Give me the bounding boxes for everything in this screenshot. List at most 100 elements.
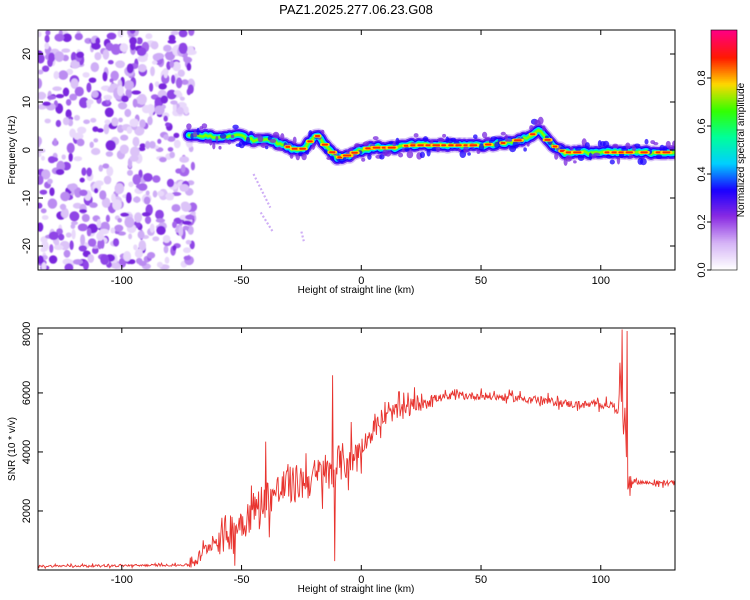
noise-blob (91, 90, 99, 98)
ridge-speckle (224, 138, 228, 143)
x-tick-label: 0 (358, 574, 364, 586)
noise-blob (38, 91, 47, 100)
colorbar-swatch (711, 252, 737, 255)
colorbar-swatch (711, 84, 737, 87)
noise-blob (38, 69, 44, 75)
noise-blob (38, 175, 44, 185)
noise-blob (110, 70, 119, 81)
colorbar-swatch (711, 150, 737, 153)
colorbar-swatch (711, 238, 737, 241)
colorbar-swatch (711, 242, 737, 245)
colorbar-swatch (711, 184, 737, 187)
colorbar-swatch (711, 116, 737, 119)
ridge-speckle (367, 154, 372, 160)
noise-blob (38, 31, 42, 38)
colorbar-swatch (711, 42, 737, 45)
noise-blob (65, 99, 72, 106)
colorbar-swatch (711, 226, 737, 229)
noise-blob (105, 140, 116, 151)
noise-blob (129, 118, 139, 127)
colorbar-swatch (711, 134, 737, 137)
colorbar-swatch (711, 36, 737, 39)
noise-blob (143, 173, 153, 182)
ridge-speckle (606, 155, 612, 159)
ridge-speckle (473, 134, 478, 139)
noise-blob (88, 77, 97, 83)
noise-blob (45, 30, 51, 36)
noise-blob (118, 257, 127, 268)
noise-blob (131, 90, 141, 95)
noise-blob (65, 109, 72, 119)
noise-blob (135, 184, 145, 189)
noise-blob (70, 223, 76, 229)
noise-blob (154, 105, 165, 115)
colorbar-swatch (711, 240, 737, 243)
noise-blob (178, 225, 184, 237)
y-tick-label: 20 (21, 48, 33, 60)
ridge-speckle (196, 127, 200, 136)
colorbar-swatch (711, 136, 737, 139)
noise-blob (74, 114, 80, 121)
noise-blob (72, 259, 84, 265)
noise-blob (138, 260, 147, 267)
noise-blob (186, 62, 192, 71)
colorbar-swatch (711, 106, 737, 109)
ridge-speckle (512, 140, 519, 149)
ridge-speckle (265, 145, 269, 150)
noise-blob (102, 49, 110, 60)
ridge-speckle (186, 123, 192, 130)
noise-blob (44, 118, 51, 124)
ridge-speckle (506, 138, 513, 142)
y-tick-label: 8000 (21, 322, 33, 346)
colorbar-swatch (711, 140, 737, 143)
ridge-speckle (361, 157, 366, 162)
ridge-speckle (392, 142, 397, 147)
colorbar-swatch (711, 146, 737, 149)
colorbar-swatch (711, 56, 737, 59)
noise-blob (94, 180, 104, 186)
noise-blob (73, 132, 84, 141)
noise-blob (163, 69, 168, 79)
noise-blob (179, 156, 190, 163)
ridge-speckle (467, 152, 471, 156)
noise-blob (111, 117, 119, 127)
noise-blob (110, 43, 121, 55)
noise-blob (41, 262, 47, 270)
y-tick-label: -10 (21, 190, 33, 206)
ridge-speckle (616, 156, 621, 165)
ridge-speckle (324, 149, 328, 155)
noise-blob (144, 216, 152, 225)
noise-blob (48, 255, 58, 264)
x-tick-label: 50 (475, 275, 487, 287)
colorbar-swatch (711, 128, 737, 131)
noise-blob (69, 240, 74, 250)
noise-blob (55, 119, 62, 128)
colorbar-swatch (711, 46, 737, 49)
ridge-speckle (419, 151, 425, 158)
noise-blob (145, 140, 151, 150)
noise-blob (117, 85, 124, 97)
ridge-speckle (227, 140, 231, 145)
noise-blob (139, 143, 146, 149)
colorbar-swatch (711, 66, 737, 69)
noise-blob (152, 53, 161, 61)
colorbar-swatch (711, 194, 737, 197)
colorbar-swatch (711, 122, 737, 125)
colorbar-frame (710, 29, 738, 271)
noise-blob (187, 225, 194, 235)
ridge-speckle (292, 136, 297, 144)
noise-blob (71, 229, 76, 240)
colorbar-swatch (711, 214, 737, 217)
colorbar-swatch (711, 60, 737, 63)
noise-blob (86, 227, 92, 237)
ridge-speckle (272, 131, 280, 139)
noise-blob (181, 79, 189, 85)
ridge-speckle (269, 138, 277, 143)
noise-blob (79, 189, 88, 196)
ridge-speckle (640, 158, 647, 166)
noise-blob (83, 119, 90, 125)
colorbar-swatch (711, 114, 737, 117)
noise-blob (157, 138, 162, 144)
ridge-speckle (478, 143, 485, 152)
noise-blob (49, 187, 55, 196)
